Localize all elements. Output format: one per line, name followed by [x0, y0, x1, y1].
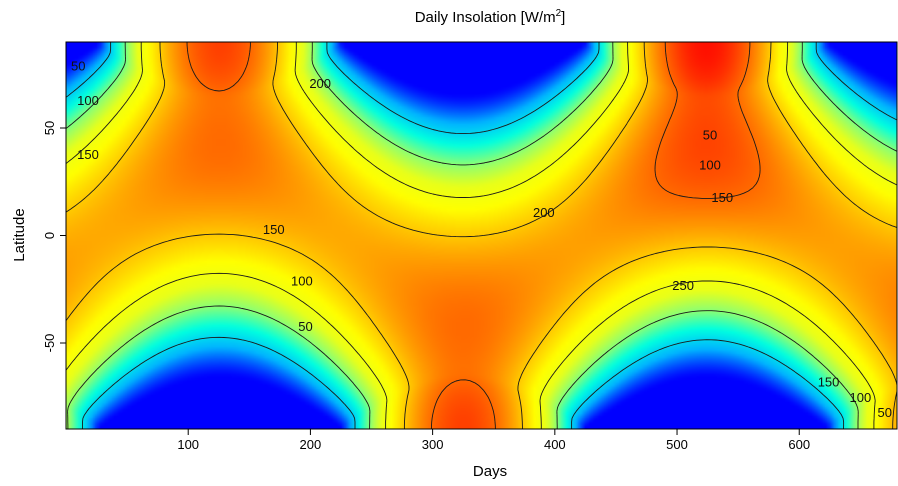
y-axis: -50 0 50 [42, 121, 66, 353]
contour-label: 150 [818, 375, 840, 390]
contour-label: 200 [309, 76, 331, 91]
y-axis-label: Latitude [11, 208, 28, 261]
y-tick-label: -50 [42, 334, 57, 353]
x-axis: 100 200 300 400 500 600 [177, 429, 810, 452]
y-tick-label: 50 [42, 121, 57, 135]
x-axis-label: Days [473, 463, 507, 480]
contour-label: 100 [699, 158, 721, 173]
contour-line-100 [65, 42, 898, 429]
contour-line-200 [65, 41, 898, 430]
chart-title-superscript: 2 [556, 8, 562, 19]
contour-label: 200 [533, 205, 555, 220]
contour-label: 100 [849, 390, 871, 405]
contour-line-150 [65, 42, 898, 429]
contour-lines [65, 41, 898, 430]
y-tick-label: 0 [42, 232, 57, 239]
contour-label: 100 [291, 274, 313, 289]
contour-line-250 [186, 41, 761, 430]
x-tick-label: 100 [177, 437, 199, 452]
contour-label: 100 [77, 93, 99, 108]
contour-label: 50 [878, 405, 892, 420]
contour-label: 50 [71, 59, 85, 74]
contour-label: 150 [263, 222, 285, 237]
x-tick-label: 200 [300, 437, 322, 452]
contour-label: 250 [672, 278, 694, 293]
x-tick-label: 500 [666, 437, 688, 452]
contour-label: 50 [703, 127, 717, 142]
chart-title-suffix: ] [561, 9, 565, 26]
contour-label: 150 [711, 190, 733, 205]
x-tick-label: 300 [422, 437, 444, 452]
x-tick-label: 600 [788, 437, 810, 452]
x-tick-label: 400 [544, 437, 566, 452]
chart-title: Daily Insolation [W/m2] [415, 8, 566, 26]
contour-label: 50 [298, 319, 312, 334]
contour-line-50 [65, 42, 898, 430]
contour-label: 150 [77, 147, 99, 162]
contour-labels: 50 100 150 200 50 100 150 200 150 100 50 250 150 100 5… [71, 59, 892, 420]
